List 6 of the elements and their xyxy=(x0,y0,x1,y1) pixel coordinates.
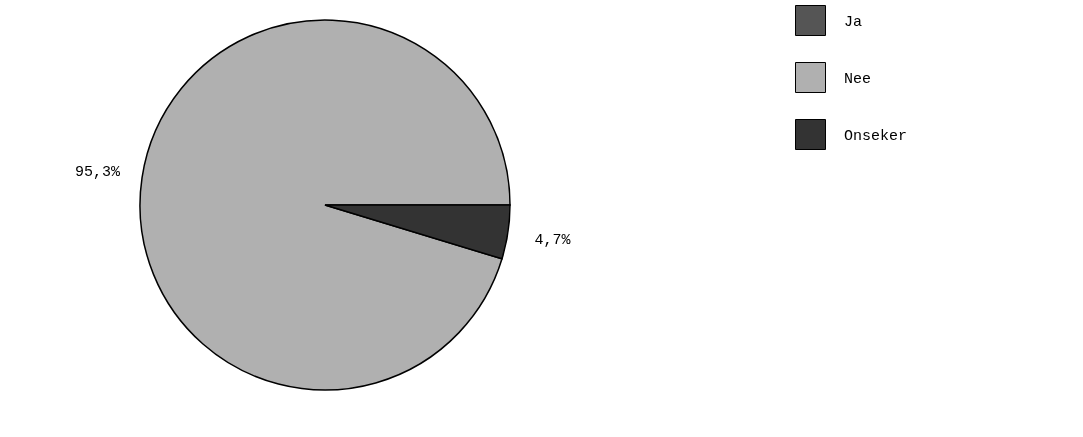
pie-slice xyxy=(139,19,511,391)
data-label: 95,3% xyxy=(74,164,121,182)
legend-label: Ja xyxy=(844,13,863,31)
legend-label: Nee xyxy=(844,70,872,88)
data-label: 4,7% xyxy=(534,231,572,249)
legend-label: Onseker xyxy=(844,127,908,145)
